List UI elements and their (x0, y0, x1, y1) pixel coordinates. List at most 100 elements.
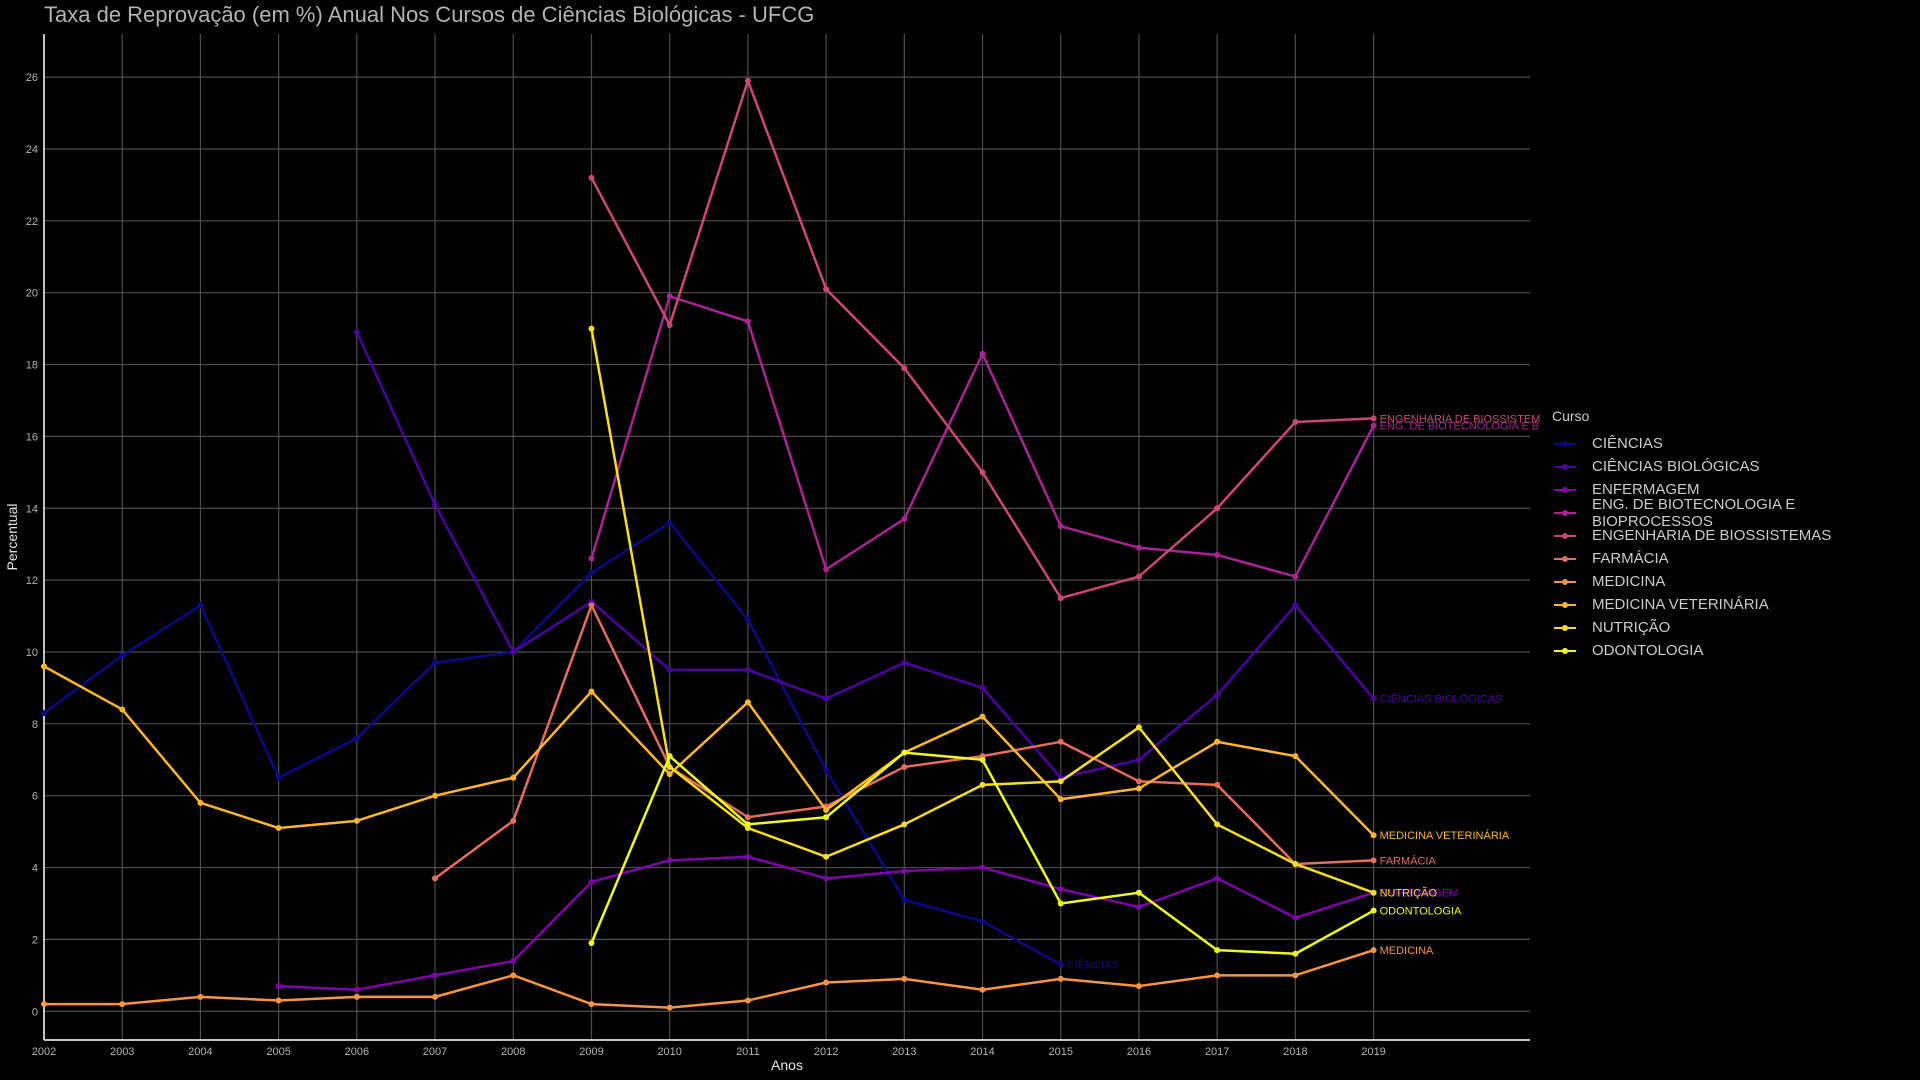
data-point (41, 1001, 47, 1008)
data-point (1135, 785, 1142, 792)
data-point (901, 975, 908, 982)
data-point (666, 666, 673, 673)
data-point (979, 781, 986, 788)
data-point (1292, 573, 1299, 580)
legend-item: CIÊNCIAS (1552, 432, 1920, 455)
data-point (979, 684, 986, 691)
data-point (510, 648, 517, 655)
legend-key (1552, 507, 1578, 519)
series-line (44, 948, 1374, 1009)
data-point (666, 763, 673, 770)
series-line (43, 521, 1062, 966)
x-tick-label: 2002 (32, 1046, 56, 1058)
data-point (1135, 544, 1142, 551)
legend-label: FARMÁCIA (1592, 550, 1669, 567)
data-point (1292, 753, 1299, 760)
x-tick-label: 2004 (188, 1046, 212, 1058)
data-point (1292, 950, 1299, 957)
data-point (1292, 914, 1299, 921)
data-point (353, 817, 360, 824)
x-axis-title: Anos (771, 1057, 803, 1073)
legend-item: MEDICINA (1552, 570, 1920, 593)
y-tick-label: 22 (26, 216, 38, 228)
data-point (1135, 778, 1142, 785)
data-point (744, 699, 751, 706)
data-point (1057, 796, 1064, 803)
data-point (1135, 904, 1142, 911)
axes: 2002 2003 2004 2005 2006 2007 2008 2009 2010 2011… (26, 34, 1530, 1058)
legend-label: ENFERMAGEM (1592, 481, 1700, 498)
legend-key (1552, 484, 1578, 496)
legend-item: CIÊNCIAS BIOLÓGICAS (1552, 455, 1920, 478)
y-tick-label: 24 (26, 144, 38, 156)
data-point (744, 318, 751, 325)
data-point (823, 695, 830, 702)
series-line (355, 331, 1375, 779)
data-point (901, 821, 908, 828)
data-point (666, 519, 673, 526)
legend-item: NUTRIÇÃO (1552, 616, 1920, 639)
data-point (1057, 961, 1064, 968)
x-tick-label: 2010 (657, 1046, 681, 1058)
data-point (432, 792, 439, 799)
y-tick-label: 18 (26, 360, 38, 372)
series-end-label: ODONTOLOGIA (1380, 906, 1462, 918)
series (275, 853, 1377, 993)
legend-item: MEDICINA VETERINÁRIA (1552, 593, 1920, 616)
data-point (432, 659, 439, 666)
legend-label: MEDICINA (1592, 573, 1666, 590)
x-tick-label: 2013 (892, 1046, 916, 1058)
data-point (197, 993, 204, 1000)
data-point (588, 939, 595, 946)
legend-key (1552, 461, 1578, 473)
data-point (197, 602, 204, 609)
y-tick-label: 26 (26, 72, 38, 84)
data-point (432, 501, 439, 508)
series (588, 325, 1377, 896)
data-point (353, 735, 360, 742)
x-tick-label: 2019 (1361, 1046, 1385, 1058)
data-point (979, 986, 986, 993)
y-tick-label: 4 (32, 863, 38, 875)
data-point (1057, 886, 1064, 893)
x-tick-label: 2003 (110, 1046, 134, 1058)
x-tick-label: 2011 (736, 1046, 760, 1058)
data-point (666, 753, 673, 760)
data-point (275, 983, 282, 990)
data-point (744, 853, 751, 860)
data-point (1214, 821, 1221, 828)
x-tick-label: 2017 (1205, 1046, 1229, 1058)
data-point (979, 756, 986, 763)
data-point (588, 688, 595, 695)
data-point (823, 814, 830, 821)
y-tick-label: 8 (32, 719, 38, 731)
data-point (1214, 692, 1221, 699)
data-point (744, 77, 751, 84)
x-tick-label: 2006 (345, 1046, 369, 1058)
series (41, 519, 1064, 968)
series-lines (41, 77, 1377, 1011)
data-point (41, 710, 47, 717)
data-point (666, 771, 673, 778)
data-point (901, 516, 908, 523)
data-point (1214, 551, 1221, 558)
y-tick-label: 12 (26, 575, 38, 587)
legend-label: MEDICINA VETERINÁRIA (1592, 596, 1769, 613)
data-point (744, 821, 751, 828)
series-end-label: MEDICINA VETERINÁRIA (1380, 829, 1510, 842)
y-tick-label: 10 (26, 647, 38, 659)
data-point (1135, 573, 1142, 580)
data-point (432, 972, 439, 979)
data-point (588, 555, 595, 562)
data-point (823, 566, 830, 573)
data-point (979, 350, 986, 357)
y-tick-label: 2 (32, 934, 38, 946)
data-point (1057, 900, 1064, 907)
data-point (588, 569, 595, 576)
y-axis-title: Percentual (4, 504, 20, 571)
data-point (901, 896, 908, 903)
y-tick-label: 20 (26, 288, 38, 300)
series-end-label: MEDICINA (1380, 945, 1434, 957)
y-tick-label: 0 (32, 1006, 38, 1018)
legend-item: ENFERMAGEM (1552, 478, 1920, 501)
